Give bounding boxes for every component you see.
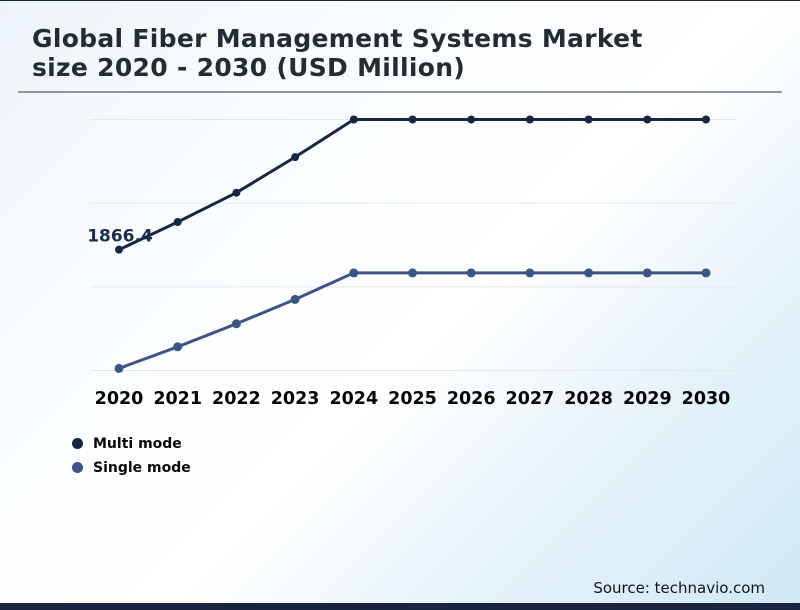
title-divider [18, 91, 782, 93]
x-tick-label: 2028 [564, 389, 613, 409]
x-tick-label: 2025 [388, 389, 437, 409]
legend-label-single-mode: Single mode [93, 459, 191, 476]
x-tick-label: 2029 [623, 389, 672, 409]
source-credit: Source: technavio.com [593, 579, 765, 597]
svg-text:1866.4: 1866.4 [87, 227, 153, 247]
x-tick-label: 2030 [682, 389, 731, 409]
legend-item-multi-mode: Multi mode [72, 433, 191, 454]
x-tick-label: 2026 [447, 389, 496, 409]
legend-label-multi-mode: Multi mode [93, 435, 182, 452]
x-tick-label: 2027 [506, 389, 555, 409]
x-tick-label: 2023 [271, 389, 320, 409]
page-title-line2: size 2020 - 2030 (USD Million) [32, 53, 466, 82]
chart-header: Global Fiber Management Systems Market s… [18, 24, 782, 93]
legend: Multi mode Single mode [72, 433, 191, 478]
multi-mode-marker-icon [72, 438, 83, 449]
x-tick-label: 2022 [212, 389, 261, 409]
top-border [0, 0, 800, 1]
x-tick-label: 2021 [153, 389, 202, 409]
legend-item-single-mode: Single mode [72, 457, 191, 478]
x-tick-label: 2024 [329, 389, 378, 409]
page-title-line1: Global Fiber Management Systems Market [32, 24, 643, 53]
bottom-bar [0, 603, 800, 610]
single-mode-marker-icon [72, 462, 83, 473]
page-title: Global Fiber Management Systems Market s… [32, 24, 772, 82]
x-tick-label: 2020 [95, 389, 144, 409]
